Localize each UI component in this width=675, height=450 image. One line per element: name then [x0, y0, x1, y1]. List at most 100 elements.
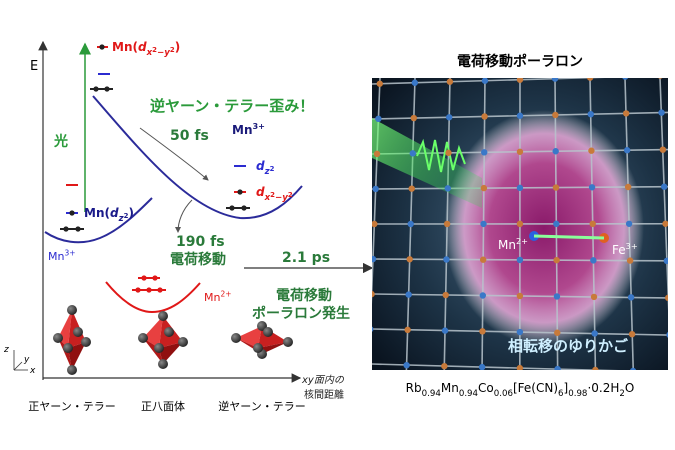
lattice-atom	[516, 256, 524, 264]
text-run: 2	[124, 212, 129, 220]
text-run: 0.94	[422, 389, 441, 399]
text-run: Mn	[498, 238, 516, 252]
lattice-atom	[375, 115, 382, 123]
lattice-atom	[407, 220, 414, 228]
lattice-atom	[551, 78, 559, 82]
process-label: 電荷移動	[170, 251, 226, 268]
text-run: d	[138, 40, 147, 54]
lattice-atom	[480, 220, 487, 228]
ligand	[178, 337, 188, 347]
formula: Rb0.94Mn0.94Co0.06[Fe(CN)6]0.98·0.2H2O	[406, 381, 635, 399]
lattice-atom	[480, 184, 488, 192]
lattice-atom	[622, 110, 630, 117]
lattice-atom	[479, 256, 487, 263]
octahedron-label: 正八面体	[141, 399, 185, 413]
panel-title: 電荷移動ポーラロン	[457, 53, 583, 70]
lattice-atom	[404, 326, 411, 334]
distortion-label: 逆ヤーン・テラー歪み！	[150, 97, 314, 115]
lattice-atom	[445, 149, 452, 157]
curves	[44, 95, 303, 314]
octahedron-face	[58, 338, 72, 370]
lattice-atom	[658, 109, 665, 116]
ligand	[263, 327, 273, 337]
ion-label: Mn2+	[498, 236, 528, 252]
lattice-atom	[481, 113, 488, 120]
lattice-atom	[588, 184, 596, 191]
ligand	[53, 333, 63, 343]
text-run: Mn	[232, 123, 252, 137]
lattice-atom	[410, 114, 417, 122]
text-run: d	[110, 206, 119, 220]
lattice-atom	[626, 257, 634, 264]
ligand	[63, 343, 73, 353]
text-run: x	[264, 193, 271, 203]
ligand	[158, 359, 168, 369]
ion-label: Mn3+	[232, 121, 265, 137]
lattice-atom	[372, 220, 378, 228]
time-label: 2.1 ps	[282, 250, 330, 266]
lattice-atom	[554, 329, 561, 336]
lattice-atom	[552, 111, 559, 119]
lattice-atom	[622, 78, 629, 80]
lattice-atom	[663, 257, 668, 265]
lattice-atom	[479, 328, 486, 335]
lattice-atom	[376, 80, 383, 87]
lattice-atom	[623, 147, 631, 154]
lattice-atom	[478, 363, 486, 370]
lattice-atom	[666, 332, 668, 338]
lattice-atom	[443, 220, 451, 228]
text-run: )	[128, 206, 133, 220]
ligand	[154, 343, 164, 353]
text-run: 2	[270, 191, 275, 199]
text-run: 3+	[64, 248, 75, 257]
ligand	[253, 343, 263, 353]
lattice-atom	[662, 220, 668, 227]
lattice-atom	[516, 328, 524, 336]
lattice-atom	[553, 220, 560, 228]
lattice-atom	[405, 291, 412, 298]
text-run: −y	[157, 48, 170, 58]
lattice-atom	[552, 148, 559, 155]
lattice-line	[372, 78, 605, 85]
lattice-atom	[660, 183, 668, 190]
text-run: 2	[619, 389, 625, 399]
ion-label: Mn2+	[204, 289, 231, 304]
lattice-atom	[658, 78, 663, 79]
octahedron-face	[143, 316, 163, 348]
lattice-atom	[628, 330, 636, 338]
lattice-atom	[441, 327, 449, 334]
lattice-atom	[589, 220, 596, 228]
upper-level-label: Mn(dx2−y2)	[112, 40, 180, 58]
octahedron-face	[159, 342, 183, 364]
lattice-atom	[516, 292, 524, 300]
time-label: 50 fs	[170, 128, 209, 144]
process-arrows	[139, 127, 209, 233]
octahedron-label: 逆ヤーン・テラー	[218, 399, 305, 413]
lattice-atom	[592, 366, 599, 370]
lattice-atom	[553, 256, 560, 264]
text-run: 3+	[626, 241, 638, 251]
text-run: Mn(	[84, 206, 110, 220]
lattice-atom	[590, 293, 598, 301]
lattice-atom	[411, 79, 419, 86]
text-run: d	[256, 159, 265, 173]
text-run: O	[625, 381, 634, 395]
lattice-atom	[516, 184, 524, 192]
lattice-atom	[659, 146, 667, 153]
coordinate-axes	[13, 350, 28, 371]
lattice-atom	[406, 256, 413, 263]
text-run: 2	[170, 46, 175, 54]
ligand	[231, 333, 241, 343]
lattice-atom	[624, 183, 632, 191]
lattice-atom	[444, 185, 452, 192]
lattice-atom	[664, 294, 668, 302]
octahedron-face	[143, 338, 163, 364]
text-run: 6	[558, 389, 564, 399]
lattice-atom	[516, 220, 524, 228]
lattice-atom	[552, 184, 560, 191]
axis-letter: x	[29, 366, 36, 376]
lower-level-label: Mn(dz2)	[84, 206, 134, 224]
text-run: Mn	[48, 250, 64, 263]
lattice-atom	[481, 78, 489, 84]
text-run: z	[118, 214, 125, 224]
